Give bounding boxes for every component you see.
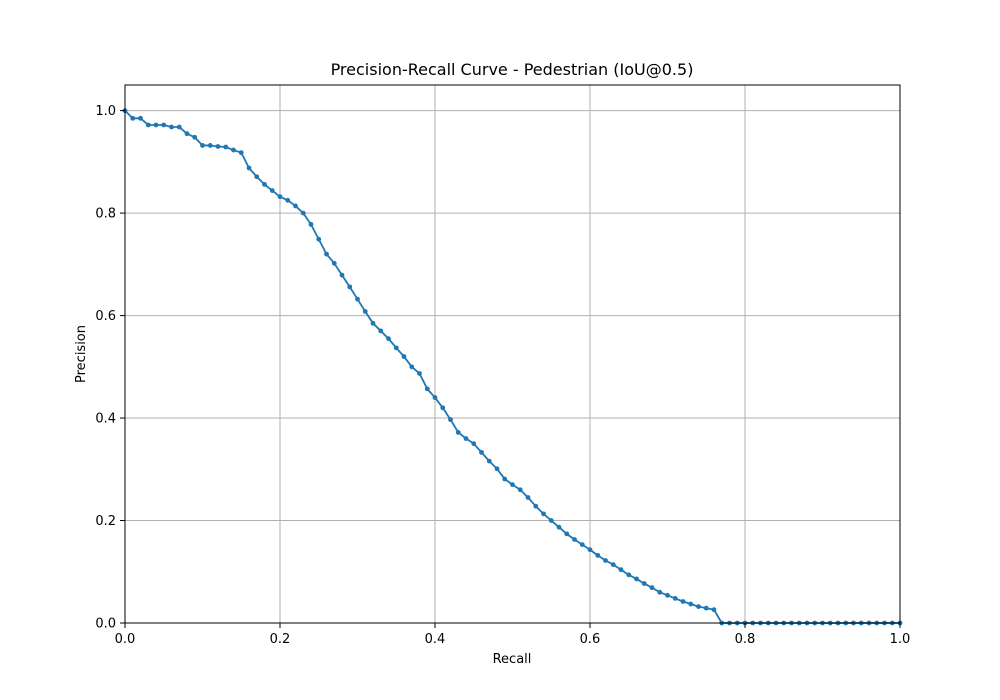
data-point	[479, 449, 484, 455]
data-point	[355, 296, 360, 302]
data-point	[471, 441, 477, 447]
data-point	[262, 182, 267, 187]
data-point	[192, 134, 198, 140]
data-point	[494, 466, 500, 472]
data-point	[347, 284, 353, 290]
data-point	[595, 552, 601, 558]
data-point	[285, 197, 291, 203]
data-point	[200, 143, 205, 148]
data-point	[432, 395, 438, 400]
data-point	[711, 607, 717, 613]
data-point	[641, 581, 647, 586]
data-point	[231, 147, 236, 153]
data-point	[517, 487, 523, 493]
chart-title: Precision-Recall Curve - Pedestrian (IoU…	[331, 60, 694, 79]
data-point	[215, 144, 221, 149]
data-point	[634, 576, 639, 582]
y-tick-label: 0.4	[95, 412, 116, 427]
data-point	[130, 115, 136, 121]
data-point	[238, 150, 244, 156]
data-point	[316, 236, 322, 242]
series-line	[124, 109, 900, 624]
y-tick-label: 1.0	[95, 104, 116, 119]
data-point	[424, 386, 430, 392]
y-tick-label: 0.2	[95, 514, 116, 529]
data-point	[293, 203, 298, 209]
plot-frame	[124, 84, 901, 624]
data-point	[401, 354, 407, 359]
data-point	[688, 601, 694, 607]
data-point	[300, 210, 306, 216]
x-tick-label: 0.2	[270, 632, 291, 647]
data-point	[649, 585, 655, 591]
series-layer	[122, 108, 903, 626]
x-ticks: 0.0 0.2 0.4 0.6 0.8 1.0	[115, 623, 911, 647]
data-point	[269, 188, 275, 193]
data-point	[308, 221, 314, 227]
data-point	[463, 436, 469, 441]
data-point	[246, 165, 252, 171]
data-point	[331, 260, 337, 266]
data-point	[254, 174, 260, 180]
y-tick-label: 0.6	[95, 309, 116, 324]
data-point	[587, 547, 593, 553]
data-point	[548, 518, 554, 523]
data-point	[626, 572, 632, 578]
data-point	[564, 531, 570, 537]
data-point	[657, 589, 663, 595]
data-point	[184, 131, 190, 137]
data-point	[610, 562, 616, 567]
data-point	[440, 405, 446, 411]
data-point	[680, 599, 686, 604]
data-point	[378, 328, 384, 334]
data-point	[665, 592, 670, 598]
data-point	[169, 124, 174, 130]
data-point	[525, 495, 531, 500]
data-point	[672, 596, 678, 601]
x-tick-label: 0.6	[580, 632, 601, 647]
data-point	[572, 537, 577, 542]
data-point	[161, 122, 167, 128]
x-tick-label: 0.0	[115, 632, 136, 647]
data-point	[393, 345, 399, 351]
data-point	[696, 604, 701, 609]
y-tick-label: 0.0	[95, 617, 116, 632]
data-point	[223, 144, 229, 150]
data-point	[153, 122, 159, 128]
data-point	[138, 115, 143, 121]
data-point	[618, 567, 624, 573]
y-tick-label: 0.8	[95, 207, 116, 222]
data-point	[579, 542, 585, 548]
data-point	[176, 124, 182, 130]
x-axis-label: Recall	[493, 652, 532, 667]
data-point	[277, 194, 283, 200]
data-point	[145, 122, 151, 128]
data-point	[207, 143, 213, 148]
data-point	[603, 558, 608, 563]
data-point	[339, 272, 345, 278]
data-point	[556, 524, 562, 530]
data-point	[417, 371, 422, 376]
data-point	[409, 364, 415, 370]
data-point	[510, 482, 515, 488]
x-tick-label: 0.8	[735, 632, 756, 647]
data-point	[541, 511, 546, 517]
data-point	[703, 605, 709, 611]
data-point	[455, 429, 461, 435]
x-tick-label: 0.4	[425, 632, 446, 647]
data-point	[324, 251, 329, 257]
data-point	[362, 309, 368, 314]
data-point	[448, 417, 453, 422]
data-point	[370, 320, 376, 326]
data-point	[502, 476, 508, 482]
grid-lines	[124, 85, 901, 624]
y-axis-label: Precision	[74, 325, 89, 383]
x-tick-label: 1.0	[890, 632, 911, 647]
y-ticks: 0.0 0.2 0.4 0.6 0.8 1.0	[95, 104, 125, 632]
data-point	[386, 336, 391, 342]
data-point	[533, 503, 539, 509]
data-point	[486, 458, 492, 464]
